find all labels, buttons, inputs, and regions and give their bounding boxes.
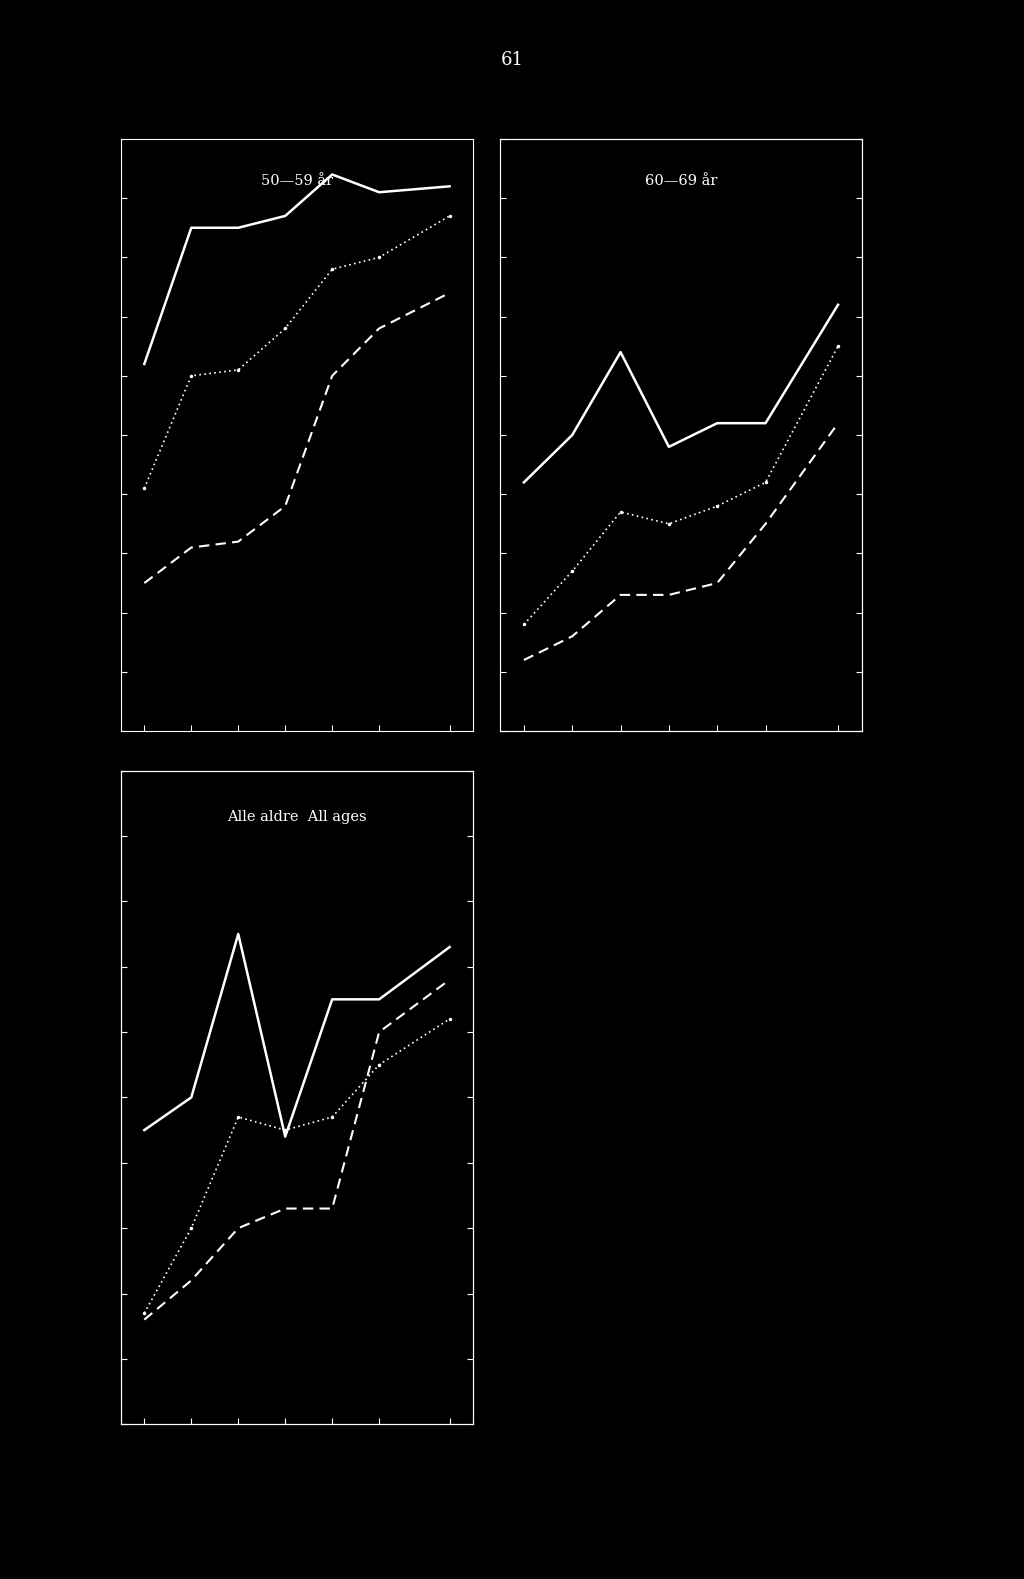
Text: Utdanningsnivå: Utdanningsnivå <box>435 742 548 759</box>
Text: second stage II (11 years duration): second stage II (11 years duration) <box>549 1077 746 1088</box>
Text: 5:: 5: <box>510 1176 521 1186</box>
Text: Universitets- og høgskolenivå  Education at: Universitets- og høgskolenivå Education … <box>549 1176 795 1187</box>
Text: 61: 61 <box>501 51 523 69</box>
Text: Gymnasnivå II  Education at the second level,: Gymnasnivå II Education at the second le… <box>549 1044 807 1055</box>
Text: the third level, first stage I: the third level, first stage I <box>549 1210 700 1219</box>
Text: Ugifte  Unmarried: Ugifte Unmarried <box>610 804 727 816</box>
Text: Gymnasnivå III  Education at the second level,: Gymnasnivå III Education at the second l… <box>549 1110 812 1121</box>
Text: nivå  Education at the third level, second: nivå Education at the third level, secon… <box>549 1342 780 1353</box>
Text: 2:: 2: <box>510 977 521 987</box>
Text: 60—69 år: 60—69 år <box>645 174 717 188</box>
Text: 1:: 1: <box>510 944 521 954</box>
Text: Før gifte  Previously married: Før gifte Previously married <box>610 851 794 864</box>
Text: Universitets- og høgskolenivå III og forsker-: Universitets- og høgskolenivå III og for… <box>549 1309 798 1320</box>
Text: Yrkesprosent: Yrkesprosent <box>61 111 155 125</box>
Text: Universitets- og høgskolenivå II  Education at: Universitets- og høgskolenivå II Educati… <box>549 1243 807 1254</box>
Text: Ungdomsskolenivå  Youth school level: Ungdomsskolenivå Youth school level <box>549 944 764 955</box>
Text: 8:: 8: <box>510 1342 521 1352</box>
Text: Utdanningsnivå: Utdanningsnivå <box>241 1448 353 1464</box>
Text: 3:: 3: <box>510 1044 521 1053</box>
Text: the third level, first stage II: the third level, first stage II <box>549 1276 705 1285</box>
Text: Gymnasnivå I  Education at the second level,: Gymnasnivå I Education at the second lev… <box>549 977 803 988</box>
Text: second stage I: second stage I <box>549 1011 630 1020</box>
Text: Gifte  Married: Gifte Married <box>610 898 701 911</box>
Text: stage I and II (17 years and over): stage I and II (17 years and over) <box>549 1375 737 1386</box>
Text: second stage II  (12 years duration): second stage II (12 years duration) <box>549 1143 751 1154</box>
Text: Employment participation rate: Employment participation rate <box>776 111 993 125</box>
Text: 7,: 7, <box>510 1309 520 1318</box>
Text: 6:: 6: <box>510 1243 521 1252</box>
Text: 4:: 4: <box>510 1110 521 1120</box>
Text: Alle aldre  All ages: Alle aldre All ages <box>227 810 367 824</box>
Text: 50—59 år: 50—59 år <box>261 174 333 188</box>
